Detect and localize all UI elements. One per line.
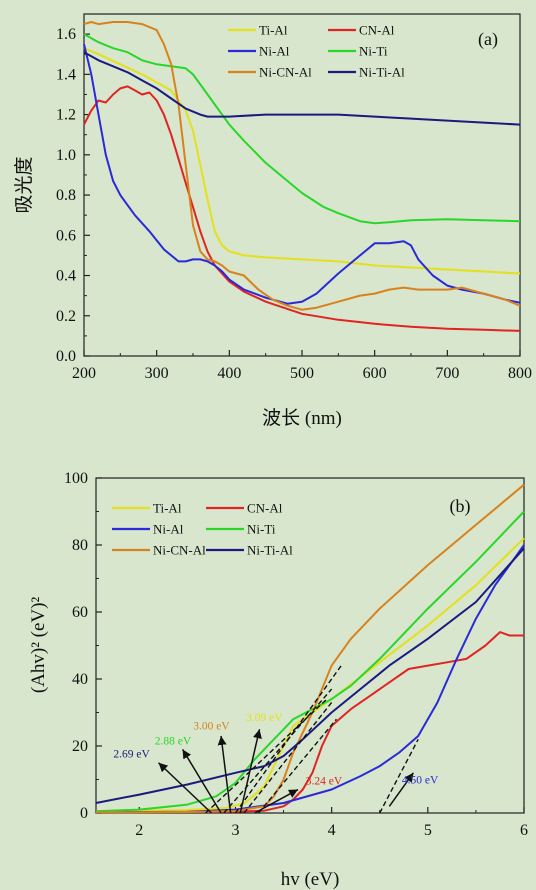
series-layer	[83, 21, 521, 332]
legend: Ti-Al CN-Al Ni-Al Ni-Ti Ni-CN-Al Ni-Ti-Al	[112, 501, 293, 558]
panel-label: (b)	[450, 496, 471, 517]
tangent-fit-line	[223, 688, 333, 814]
series-line-ni-al	[83, 43, 521, 305]
y-tick-label: 0	[80, 805, 88, 822]
x-tick-label: 300	[145, 365, 169, 382]
y-tick-label: 60	[72, 604, 88, 621]
bandgap-annotation: 2.88 eV	[155, 735, 192, 747]
legend-label: Ni-Al	[153, 522, 184, 537]
series-line-cn-al	[83, 85, 521, 332]
y-tick-label: 0.2	[56, 308, 76, 325]
y-tick-label: 1.2	[56, 107, 76, 124]
annotation-arrow	[181, 748, 222, 814]
legend-label: Ni-Ti	[359, 44, 388, 59]
legend-label: Ni-Al	[259, 44, 290, 59]
tangent-fit-layer	[205, 665, 419, 814]
legend-label: Ni-CN-Al	[259, 65, 312, 80]
legend-label: Ni-Ti-Al	[359, 65, 405, 80]
legend-label: Ni-Ti	[247, 522, 276, 537]
annotation-arrow	[239, 729, 262, 814]
series-line-ni-al	[96, 544, 525, 813]
series-line-ni-ti-al	[83, 51, 521, 126]
y-tick-label: 20	[72, 738, 88, 755]
legend: Ti-Al CN-Al Ni-Al Ni-Ti Ni-CN-Al Ni-Ti-Al	[228, 23, 405, 80]
x-tick-label: 800	[508, 365, 532, 382]
bandgap-annotation: 2.69 eV	[113, 749, 150, 761]
series-line-cn-al	[96, 631, 524, 813]
x-tick-label: 500	[290, 365, 314, 382]
x-tick-label: 700	[435, 365, 459, 382]
series-line-ni-cn-al	[83, 21, 521, 311]
tangent-fit-line	[258, 718, 337, 814]
x-tick-label: 3	[231, 822, 239, 839]
x-tick-label: 200	[72, 365, 96, 382]
tick-layer: 200 300 400 500 600 700 800 0.0 0.2 0.4 0.6 0.8 1.0 1…	[56, 26, 532, 382]
legend-label: Ni-Ti-Al	[247, 543, 293, 558]
y-tick-label: 0.6	[56, 227, 76, 244]
y-tick-label: 1.0	[56, 147, 76, 164]
bandgap-annotation: 3.24 eV	[306, 776, 343, 788]
legend-label: CN-Al	[359, 23, 395, 38]
tangent-fit-line	[379, 738, 419, 814]
x-tick-label: 4	[328, 822, 336, 839]
x-axis-title: 波长 (nm)	[262, 407, 342, 429]
panel-label: (a)	[478, 29, 498, 50]
series-line-ti-al	[95, 537, 525, 813]
y-tick-label: 0.4	[56, 268, 76, 285]
y-tick-label: 1.6	[56, 26, 76, 43]
x-axis-title: hv (eV)	[281, 869, 340, 890]
legend-label: Ti-Al	[153, 501, 182, 516]
absorbance-chart-panel: 200 300 400 500 600 700 800 0.0 0.2 0.4 0.6 0.8 1.0 1…	[13, 13, 532, 429]
y-tick-label: 1.4	[56, 66, 76, 83]
annotation-layer: 2.69 eV 2.88 eV3.00 eV 3.09 eV 3.24 eV 4.50 …	[113, 712, 439, 788]
arrow-layer	[158, 729, 415, 814]
series-line-ni-ti-al	[95, 547, 525, 804]
series-line-ni-ti	[83, 33, 521, 225]
y-tick-label: 80	[72, 537, 88, 554]
x-tick-label: 2	[135, 822, 143, 839]
x-tick-label: 400	[217, 365, 241, 382]
y-axis-title: 吸光度	[13, 156, 35, 213]
annotation-arrow	[388, 772, 415, 807]
y-axis-title: (Ahv)² (eV)²	[28, 597, 49, 694]
series-line-ti-al	[83, 47, 521, 275]
y-tick-label: 0.0	[56, 348, 76, 365]
bandgap-annotation: 3.00 eV	[193, 720, 230, 732]
x-tick-label: 5	[424, 822, 432, 839]
series-line-ni-cn-al	[95, 483, 525, 814]
x-tick-label: 6	[520, 822, 528, 839]
legend-label: CN-Al	[247, 501, 283, 516]
legend-label: Ti-Al	[259, 23, 288, 38]
series-line-ni-ti	[95, 510, 525, 813]
x-tick-label: 600	[363, 365, 387, 382]
y-tick-label: 0.8	[56, 187, 76, 204]
tangent-fit-line	[205, 698, 328, 814]
y-tick-label: 100	[64, 470, 88, 487]
bandgap-annotation: 3.09 eV	[246, 712, 283, 724]
legend-label: Ni-CN-Al	[153, 543, 206, 558]
bandgap-annotation: 4.50 eV	[402, 775, 439, 787]
annotation-arrow	[254, 788, 299, 814]
y-tick-label: 40	[72, 671, 88, 688]
annotation-arrow	[158, 762, 212, 814]
annotation-arrow	[217, 735, 232, 814]
tangent-fit-line	[234, 665, 342, 814]
